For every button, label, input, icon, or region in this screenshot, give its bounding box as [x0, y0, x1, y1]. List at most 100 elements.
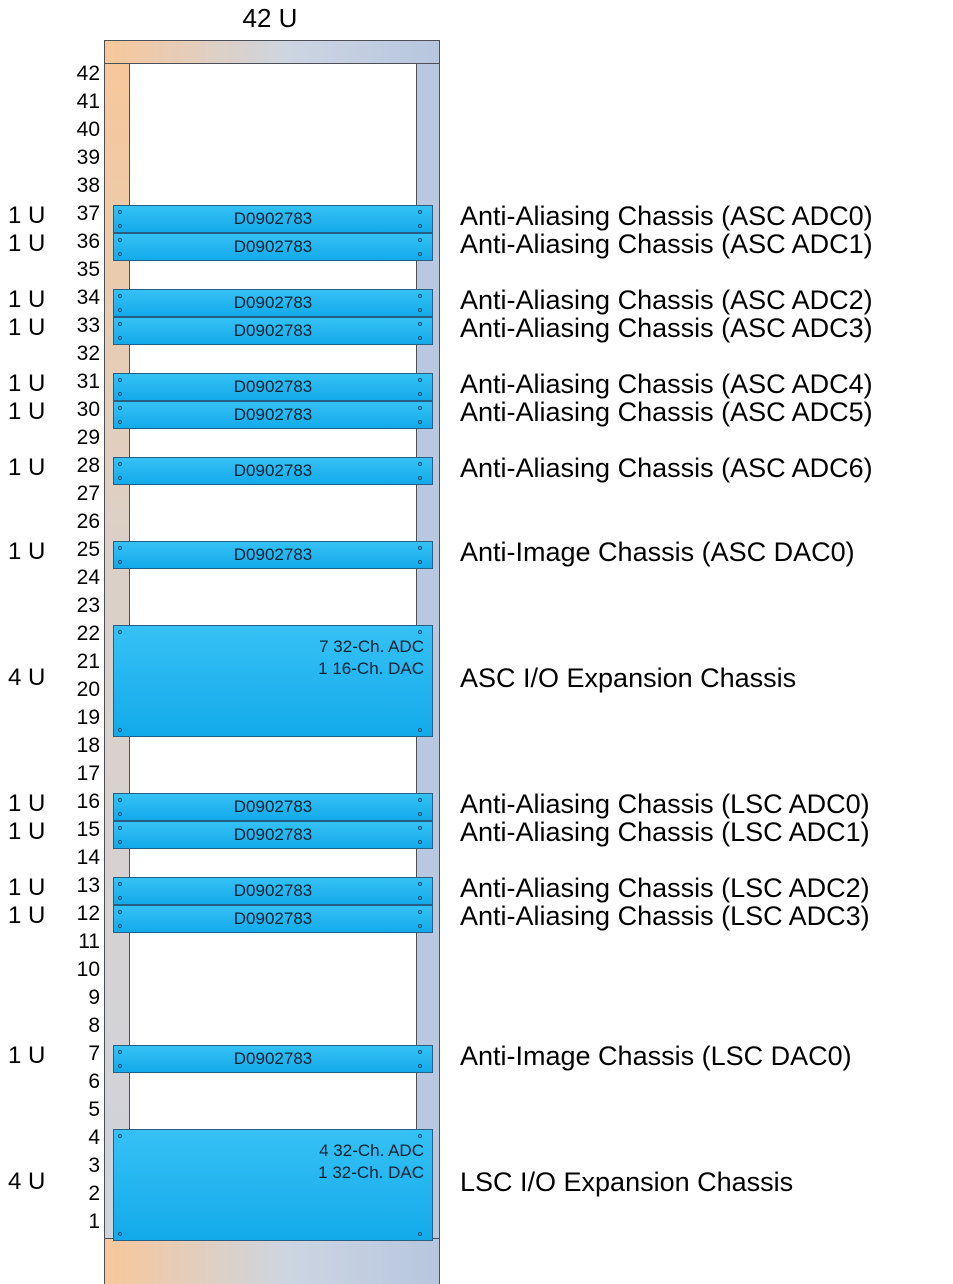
- mounting-hole-icon: [418, 378, 422, 382]
- device-size-label: 1 U: [8, 818, 46, 845]
- rack-chassis: D0902783: [113, 877, 433, 905]
- mounting-hole-icon: [118, 1232, 122, 1236]
- mounting-hole-icon: [118, 882, 122, 886]
- device-size-label: 1 U: [8, 398, 46, 425]
- unit-number: 31: [76, 370, 100, 393]
- mounting-hole-icon: [418, 826, 422, 830]
- mounting-hole-icon: [118, 224, 122, 228]
- mounting-hole-icon: [118, 910, 122, 914]
- mounting-hole-icon: [118, 322, 122, 326]
- mounting-hole-icon: [418, 462, 422, 466]
- device-label: Anti-Image Chassis (LSC DAC0): [460, 1041, 852, 1071]
- mounting-hole-icon: [118, 812, 122, 816]
- mounting-hole-icon: [118, 728, 122, 732]
- part-number: D0902783: [233, 797, 313, 816]
- unit-number: 33: [76, 314, 100, 337]
- part-number: D0902783: [233, 237, 313, 256]
- chassis-spec-line: 1 16-Ch. DAC: [318, 659, 424, 678]
- mounting-hole-icon: [418, 546, 422, 550]
- device-label: LSC I/O Expansion Chassis: [460, 1167, 794, 1197]
- rack-chassis: D0902783: [113, 905, 433, 933]
- unit-number: 9: [88, 986, 100, 1009]
- unit-number: 7: [88, 1042, 100, 1065]
- unit-number: 32: [76, 342, 100, 365]
- unit-number: 5: [88, 1098, 100, 1121]
- rack-chassis: D0902783: [113, 1045, 433, 1073]
- device-label: Anti-Aliasing Chassis (ASC ADC5): [460, 397, 873, 427]
- unit-number: 10: [76, 958, 100, 981]
- mounting-hole-icon: [118, 840, 122, 844]
- mounting-hole-icon: [418, 560, 422, 564]
- mounting-hole-icon: [418, 238, 422, 242]
- mounting-hole-icon: [418, 294, 422, 298]
- mounting-hole-icon: [418, 336, 422, 340]
- chassis-spec-line: 4 32-Ch. ADC: [319, 1141, 424, 1160]
- device-size-label: 1 U: [8, 230, 46, 257]
- mounting-hole-icon: [418, 630, 422, 634]
- rack-chassis: D0902783: [113, 793, 433, 821]
- mounting-hole-icon: [418, 812, 422, 816]
- device-size-label: 1 U: [8, 790, 46, 817]
- rack-chassis: D0902783: [113, 205, 433, 233]
- mounting-hole-icon: [118, 378, 122, 382]
- part-number: D0902783: [233, 545, 313, 564]
- mounting-hole-icon: [418, 882, 422, 886]
- device-size-label: 1 U: [8, 286, 46, 313]
- rack-chassis: D0902783: [113, 401, 433, 429]
- unit-number: 8: [88, 1014, 100, 1037]
- mounting-hole-icon: [118, 294, 122, 298]
- unit-number: 40: [76, 118, 100, 141]
- device-size-label: 1 U: [8, 538, 46, 565]
- mounting-hole-icon: [418, 728, 422, 732]
- rack-chassis: D0902783: [113, 233, 433, 261]
- mounting-hole-icon: [418, 210, 422, 214]
- unit-number: 24: [76, 566, 100, 589]
- part-number: D0902783: [233, 405, 313, 424]
- mounting-hole-icon: [418, 476, 422, 480]
- unit-number: 34: [76, 286, 100, 309]
- device-label: Anti-Aliasing Chassis (LSC ADC2): [460, 873, 870, 903]
- mounting-hole-icon: [118, 406, 122, 410]
- part-number: D0902783: [233, 881, 313, 900]
- rack-top-panel: [104, 40, 440, 64]
- rack-chassis: D0902783: [113, 373, 433, 401]
- unit-number: 30: [76, 398, 100, 421]
- unit-number: 14: [76, 846, 100, 869]
- unit-number: 11: [78, 930, 100, 953]
- mounting-hole-icon: [118, 1064, 122, 1068]
- mounting-hole-icon: [418, 392, 422, 396]
- mounting-hole-icon: [118, 252, 122, 256]
- mounting-hole-icon: [118, 630, 122, 634]
- mounting-hole-icon: [418, 1134, 422, 1138]
- unit-number: 23: [76, 594, 100, 617]
- mounting-hole-icon: [418, 924, 422, 928]
- mounting-hole-icon: [118, 308, 122, 312]
- device-size-label: 4 U: [8, 664, 46, 691]
- device-label: Anti-Aliasing Chassis (ASC ADC4): [460, 369, 873, 399]
- unit-number: 18: [76, 734, 100, 757]
- device-label: Anti-Aliasing Chassis (ASC ADC3): [460, 313, 873, 343]
- unit-number: 12: [76, 902, 100, 925]
- mounting-hole-icon: [418, 910, 422, 914]
- device-label: Anti-Image Chassis (ASC DAC0): [460, 537, 855, 567]
- device-size-label: 1 U: [8, 874, 46, 901]
- mounting-hole-icon: [418, 798, 422, 802]
- unit-number: 15: [76, 818, 100, 841]
- part-number: D0902783: [233, 1049, 313, 1068]
- mounting-hole-icon: [118, 462, 122, 466]
- mounting-hole-icon: [418, 840, 422, 844]
- device-label: Anti-Aliasing Chassis (LSC ADC0): [460, 789, 870, 819]
- unit-number: 22: [76, 622, 100, 645]
- unit-number: 29: [76, 426, 100, 449]
- mounting-hole-icon: [118, 560, 122, 564]
- part-number: D0902783: [233, 909, 313, 928]
- mounting-hole-icon: [418, 308, 422, 312]
- rack-chassis: D0902783: [113, 457, 433, 485]
- unit-number: 26: [76, 510, 100, 533]
- mounting-hole-icon: [118, 798, 122, 802]
- part-number: D0902783: [233, 825, 313, 844]
- device-label: Anti-Aliasing Chassis (ASC ADC2): [460, 285, 873, 315]
- unit-number: 3: [88, 1154, 100, 1177]
- unit-number: 41: [76, 90, 100, 113]
- expansion-chassis: 4 32-Ch. ADC 1 32-Ch. DAC: [113, 1129, 433, 1241]
